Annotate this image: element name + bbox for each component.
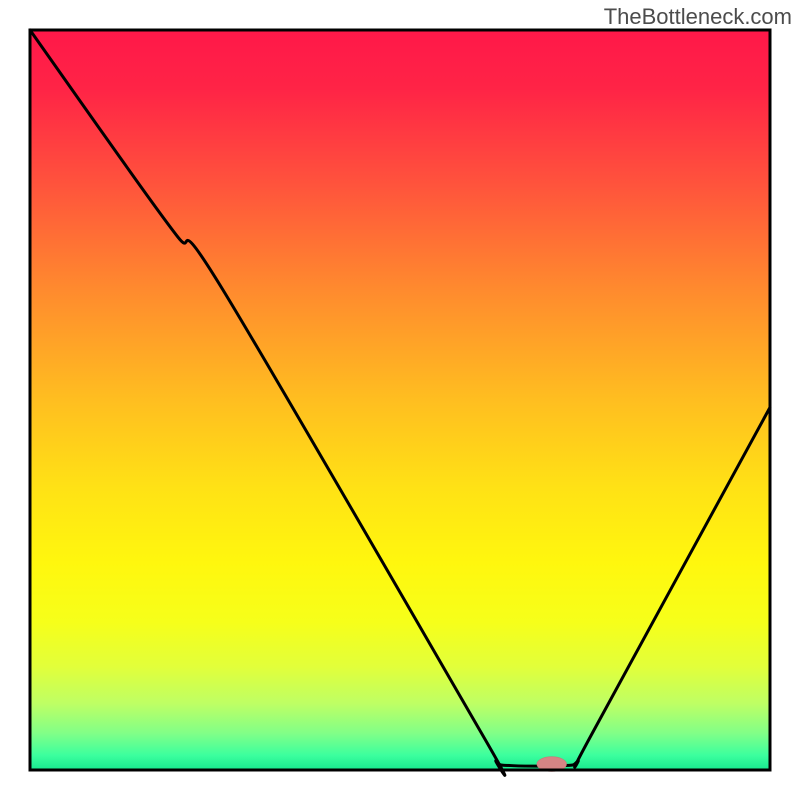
chart-svg xyxy=(0,0,800,800)
plot-background xyxy=(30,30,770,770)
watermark-label: TheBottleneck.com xyxy=(604,4,792,30)
chart-root: TheBottleneck.com xyxy=(0,0,800,800)
